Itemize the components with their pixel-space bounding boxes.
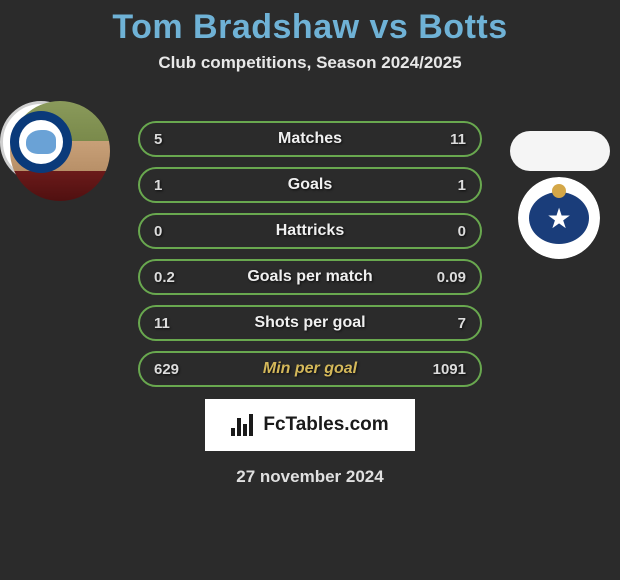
comparison-card: Tom Bradshaw vs Botts Club competitions,… [0,0,620,487]
club-right-badge-inner: ★ [529,192,589,244]
stat-right-value: 0 [426,223,466,240]
stat-right-value: 11 [426,131,466,148]
page-title: Tom Bradshaw vs Botts [0,8,620,47]
stat-row: 1Goals1 [138,167,482,203]
star-icon: ★ [546,202,571,235]
player-right-avatar [510,131,610,171]
stat-row: 0Hattricks0 [138,213,482,249]
stat-right-value: 1 [426,177,466,194]
footer-brand: FcTables.com [205,399,415,451]
stat-row: 11Shots per goal7 [138,305,482,341]
stats-table: 5Matches11 1Goals1 0Hattricks0 0.2Goals per… [138,121,482,397]
main-area: ★ 5Matches11 1Goals1 0Hattricks0 0.2Goals p… [0,101,620,381]
footer-date: 27 november 2024 [0,467,620,487]
bar-chart-icon [231,414,255,436]
stat-right-value: 1091 [426,361,466,378]
stat-left-value: 1 [154,177,194,194]
footer-brand-text: FcTables.com [263,414,388,436]
stat-right-value: 7 [426,315,466,332]
stat-right-value: 0.09 [426,269,466,286]
stat-left-value: 11 [154,315,194,332]
stat-left-value: 0 [154,223,194,240]
page-subtitle: Club competitions, Season 2024/2025 [0,53,620,73]
club-right-badge: ★ [518,177,600,259]
stat-row: 629Min per goal1091 [138,351,482,387]
stat-left-value: 5 [154,131,194,148]
lion-icon [26,130,56,154]
club-left-badge-inner [10,111,72,173]
stat-left-value: 629 [154,361,194,378]
stat-row: 0.2Goals per match0.09 [138,259,482,295]
stat-left-value: 0.2 [154,269,194,286]
stat-row: 5Matches11 [138,121,482,157]
